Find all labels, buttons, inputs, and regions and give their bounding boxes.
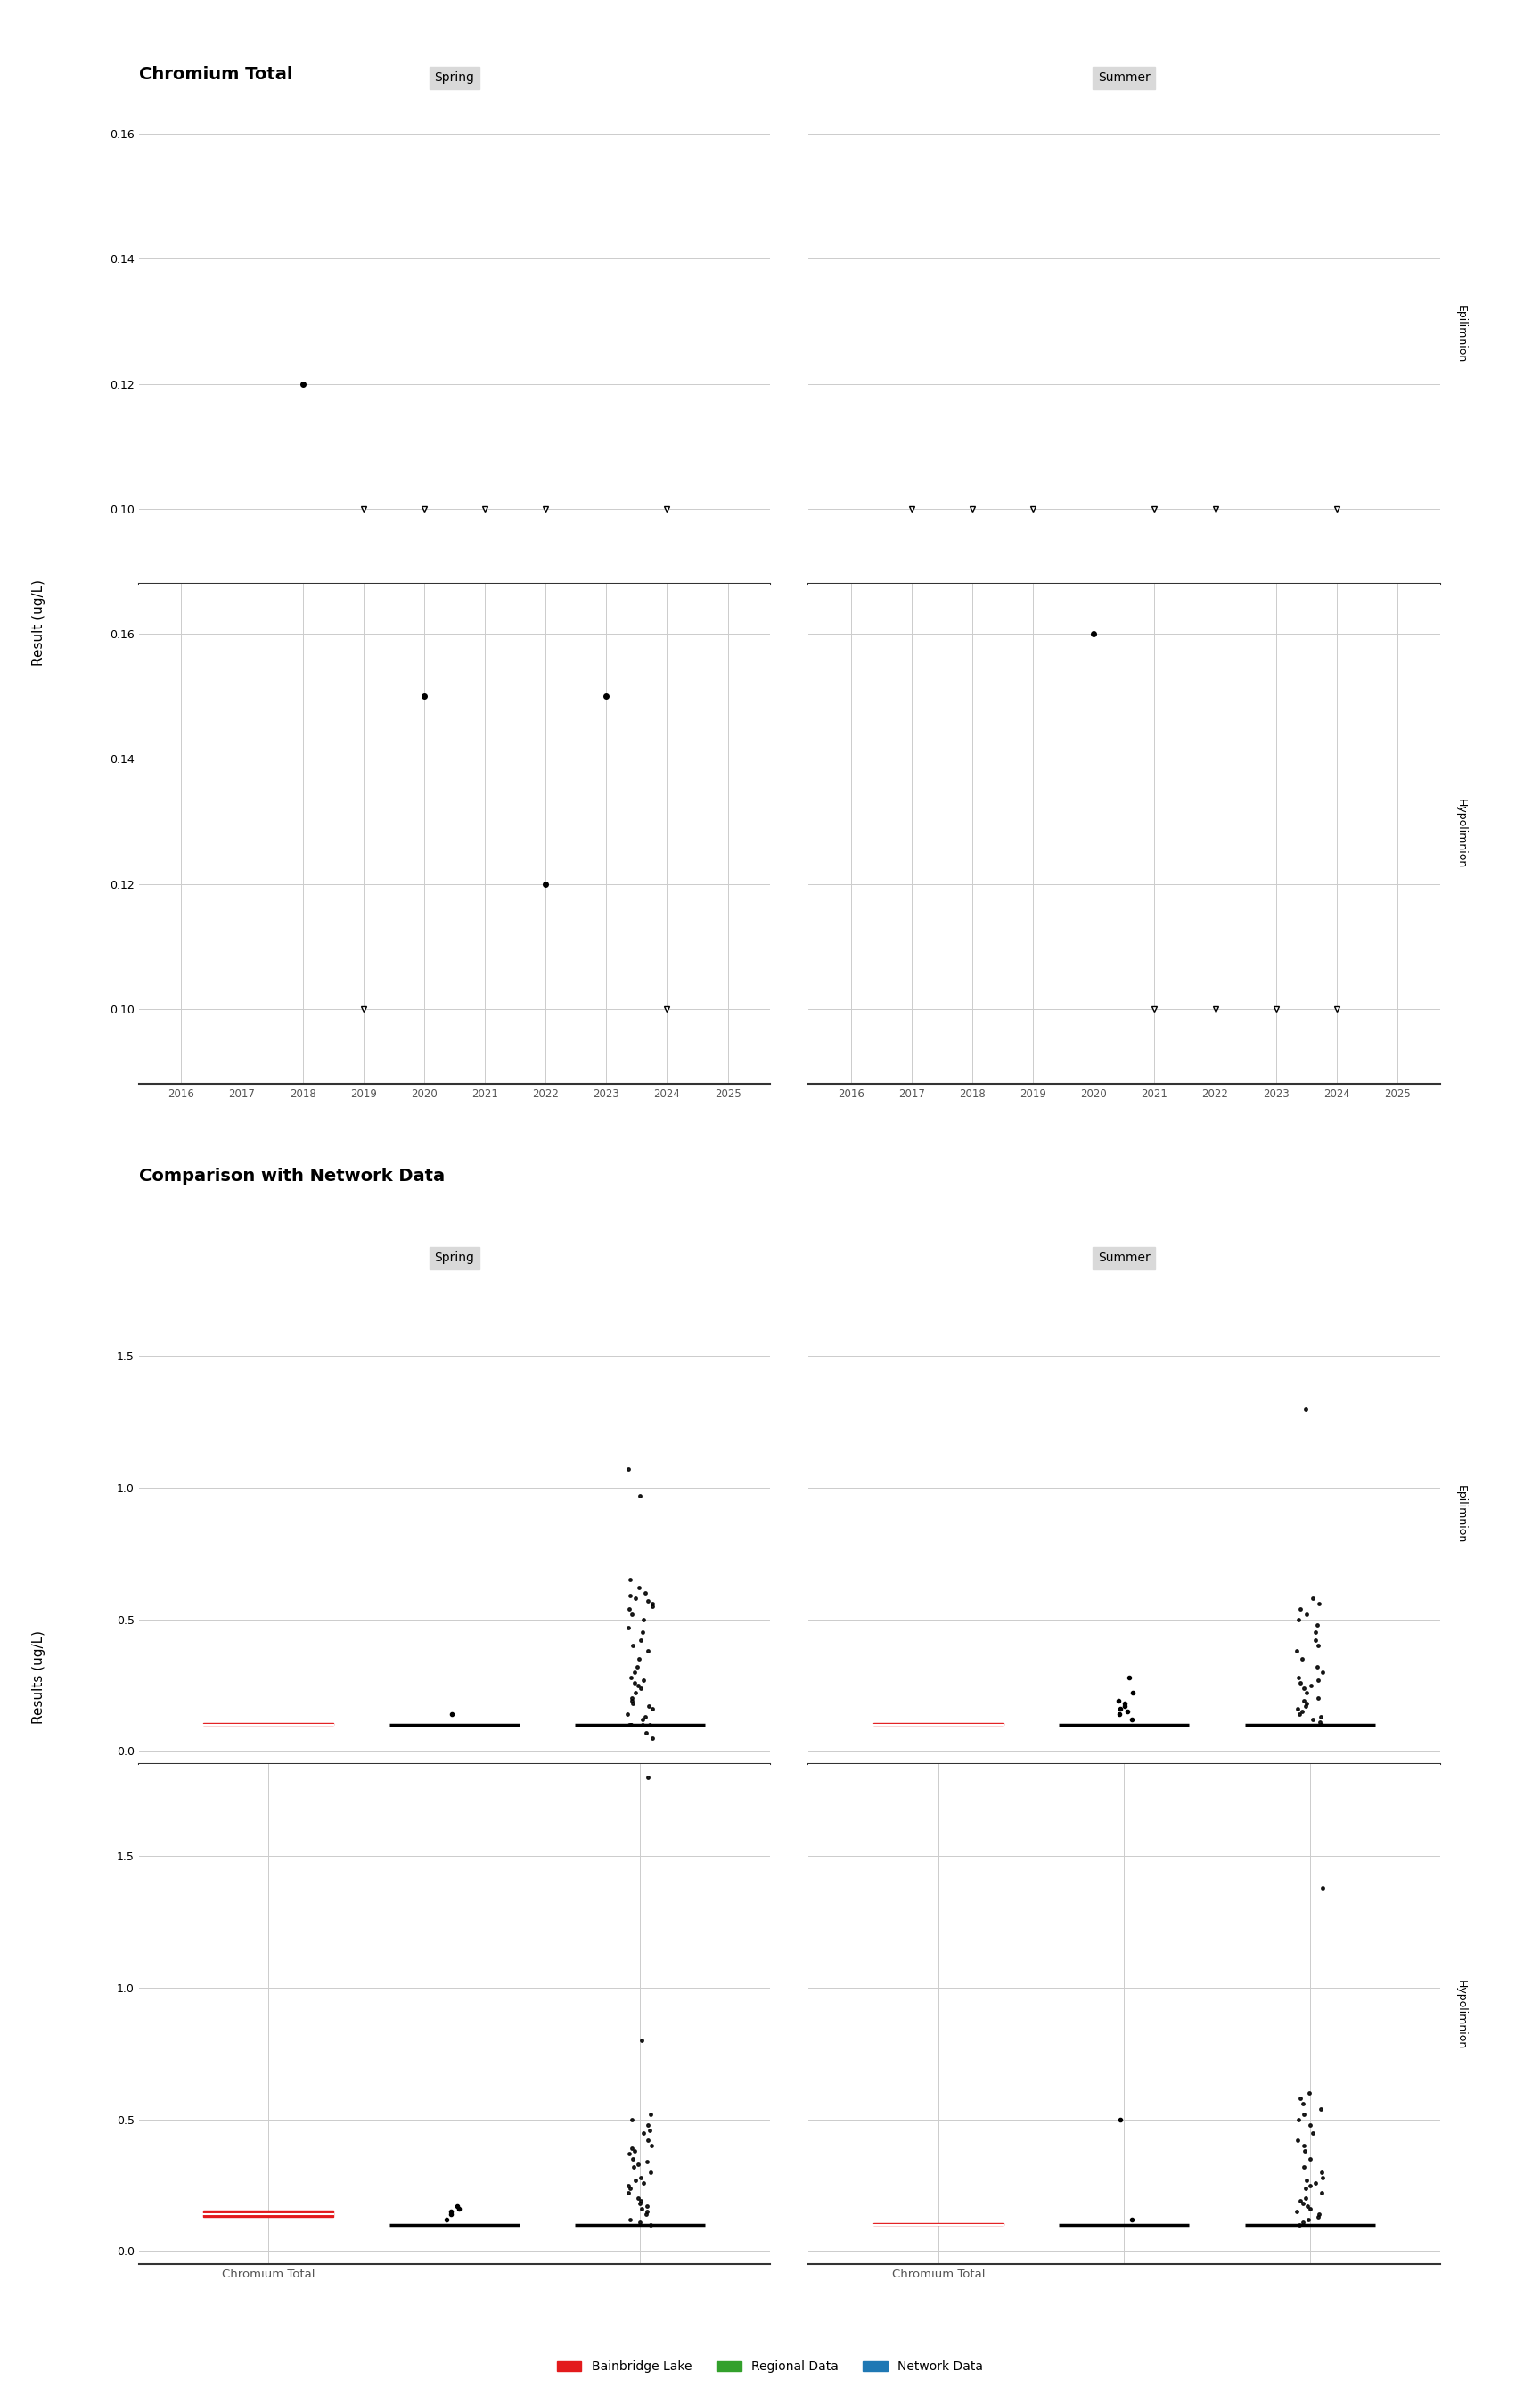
Text: Results (ug/L): Results (ug/L): [32, 1629, 45, 1725]
Bar: [203, 2209, 334, 2216]
Y-axis label: Hypolimnion: Hypolimnion: [1455, 1979, 1466, 2049]
Text: Comparison with Network Data: Comparison with Network Data: [139, 1167, 445, 1184]
Title: Summer: Summer: [1098, 72, 1150, 84]
Title: Spring: Spring: [434, 72, 474, 84]
Title: Summer: Summer: [1098, 1251, 1150, 1265]
Y-axis label: Epilimnion: Epilimnion: [1455, 1486, 1466, 1543]
Text: Chromium Total: Chromium Total: [139, 65, 293, 81]
Text: Result (ug/L): Result (ug/L): [32, 580, 45, 666]
Y-axis label: Epilimnion: Epilimnion: [1455, 304, 1466, 362]
Legend: Bainbridge Lake, Regional Data, Network Data: Bainbridge Lake, Regional Data, Network …: [551, 2355, 989, 2377]
Y-axis label: Hypolimnion: Hypolimnion: [1455, 800, 1466, 870]
Title: Spring: Spring: [434, 1251, 474, 1265]
